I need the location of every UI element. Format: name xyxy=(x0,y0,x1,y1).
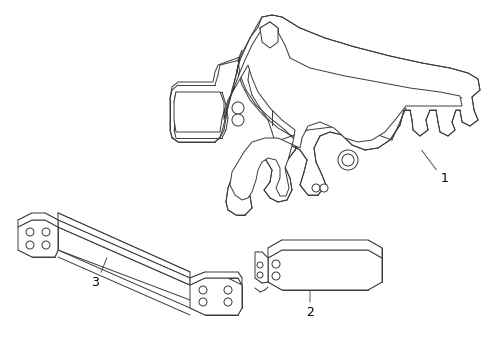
Circle shape xyxy=(224,286,232,294)
Polygon shape xyxy=(18,220,58,257)
Polygon shape xyxy=(255,252,268,283)
Polygon shape xyxy=(190,272,242,285)
Circle shape xyxy=(183,110,193,120)
Circle shape xyxy=(198,95,208,105)
Circle shape xyxy=(42,241,50,249)
Circle shape xyxy=(26,241,34,249)
Circle shape xyxy=(272,260,280,268)
Polygon shape xyxy=(268,240,382,258)
Text: 2: 2 xyxy=(306,306,314,320)
Circle shape xyxy=(272,272,280,280)
Circle shape xyxy=(312,184,320,192)
Polygon shape xyxy=(174,24,462,200)
Polygon shape xyxy=(58,213,190,278)
Polygon shape xyxy=(18,213,58,227)
Circle shape xyxy=(199,298,207,306)
Text: 1: 1 xyxy=(441,171,449,184)
Circle shape xyxy=(232,102,244,114)
Circle shape xyxy=(198,110,208,120)
Polygon shape xyxy=(268,250,382,290)
Text: 3: 3 xyxy=(91,276,99,289)
Circle shape xyxy=(257,262,263,268)
Circle shape xyxy=(338,150,358,170)
Polygon shape xyxy=(258,252,268,282)
Polygon shape xyxy=(190,278,242,315)
Polygon shape xyxy=(170,15,480,215)
Polygon shape xyxy=(58,220,190,285)
Circle shape xyxy=(257,272,263,278)
Circle shape xyxy=(320,184,328,192)
Circle shape xyxy=(26,228,34,236)
Circle shape xyxy=(232,114,244,126)
Polygon shape xyxy=(260,22,278,48)
Circle shape xyxy=(224,298,232,306)
Circle shape xyxy=(42,228,50,236)
Circle shape xyxy=(342,154,354,166)
Circle shape xyxy=(199,286,207,294)
Circle shape xyxy=(183,95,193,105)
